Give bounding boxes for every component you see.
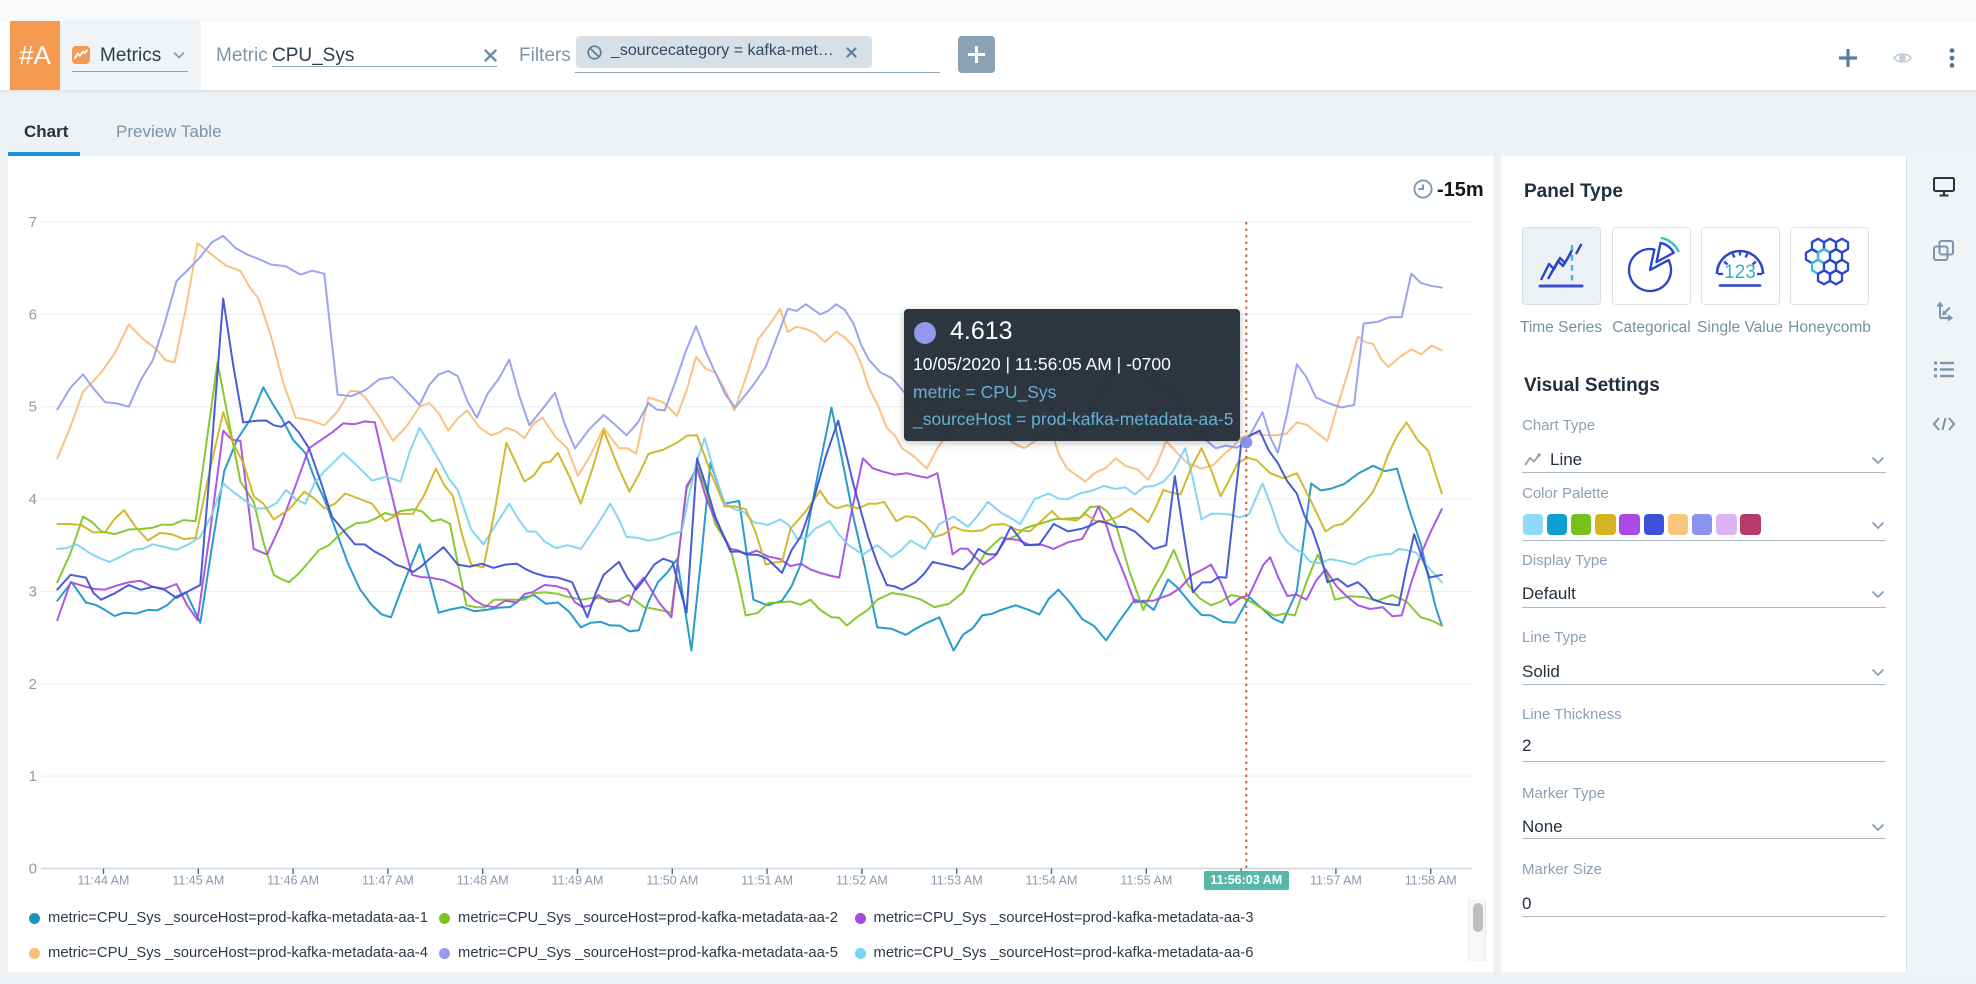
svg-text:2: 2 [29, 676, 37, 693]
svg-text:11:45 AM: 11:45 AM [172, 874, 224, 888]
svg-text:7: 7 [29, 214, 37, 231]
svg-text:4: 4 [29, 491, 37, 508]
svg-text:11:51 AM: 11:51 AM [741, 874, 793, 888]
svg-text:11:50 AM: 11:50 AM [646, 874, 698, 888]
svg-text:11:52 AM: 11:52 AM [836, 874, 888, 888]
svg-text:11:53 AM: 11:53 AM [931, 874, 983, 888]
svg-text:11:46 AM: 11:46 AM [267, 874, 319, 888]
svg-text:11:44 AM: 11:44 AM [78, 874, 130, 888]
svg-text:1: 1 [29, 768, 37, 785]
svg-text:11:55 AM: 11:55 AM [1120, 874, 1172, 888]
svg-text:5: 5 [29, 399, 37, 416]
svg-text:11:49 AM: 11:49 AM [552, 874, 604, 888]
svg-text:11:47 AM: 11:47 AM [362, 874, 414, 888]
svg-text:11:48 AM: 11:48 AM [457, 874, 509, 888]
svg-text:123: 123 [1724, 262, 1756, 283]
svg-text:11:54 AM: 11:54 AM [1026, 874, 1078, 888]
svg-text:11:58 AM: 11:58 AM [1405, 874, 1457, 888]
svg-text:11:57 AM: 11:57 AM [1310, 874, 1362, 888]
svg-text:0: 0 [29, 861, 37, 878]
svg-text:3: 3 [29, 583, 37, 600]
svg-text:6: 6 [29, 306, 37, 323]
